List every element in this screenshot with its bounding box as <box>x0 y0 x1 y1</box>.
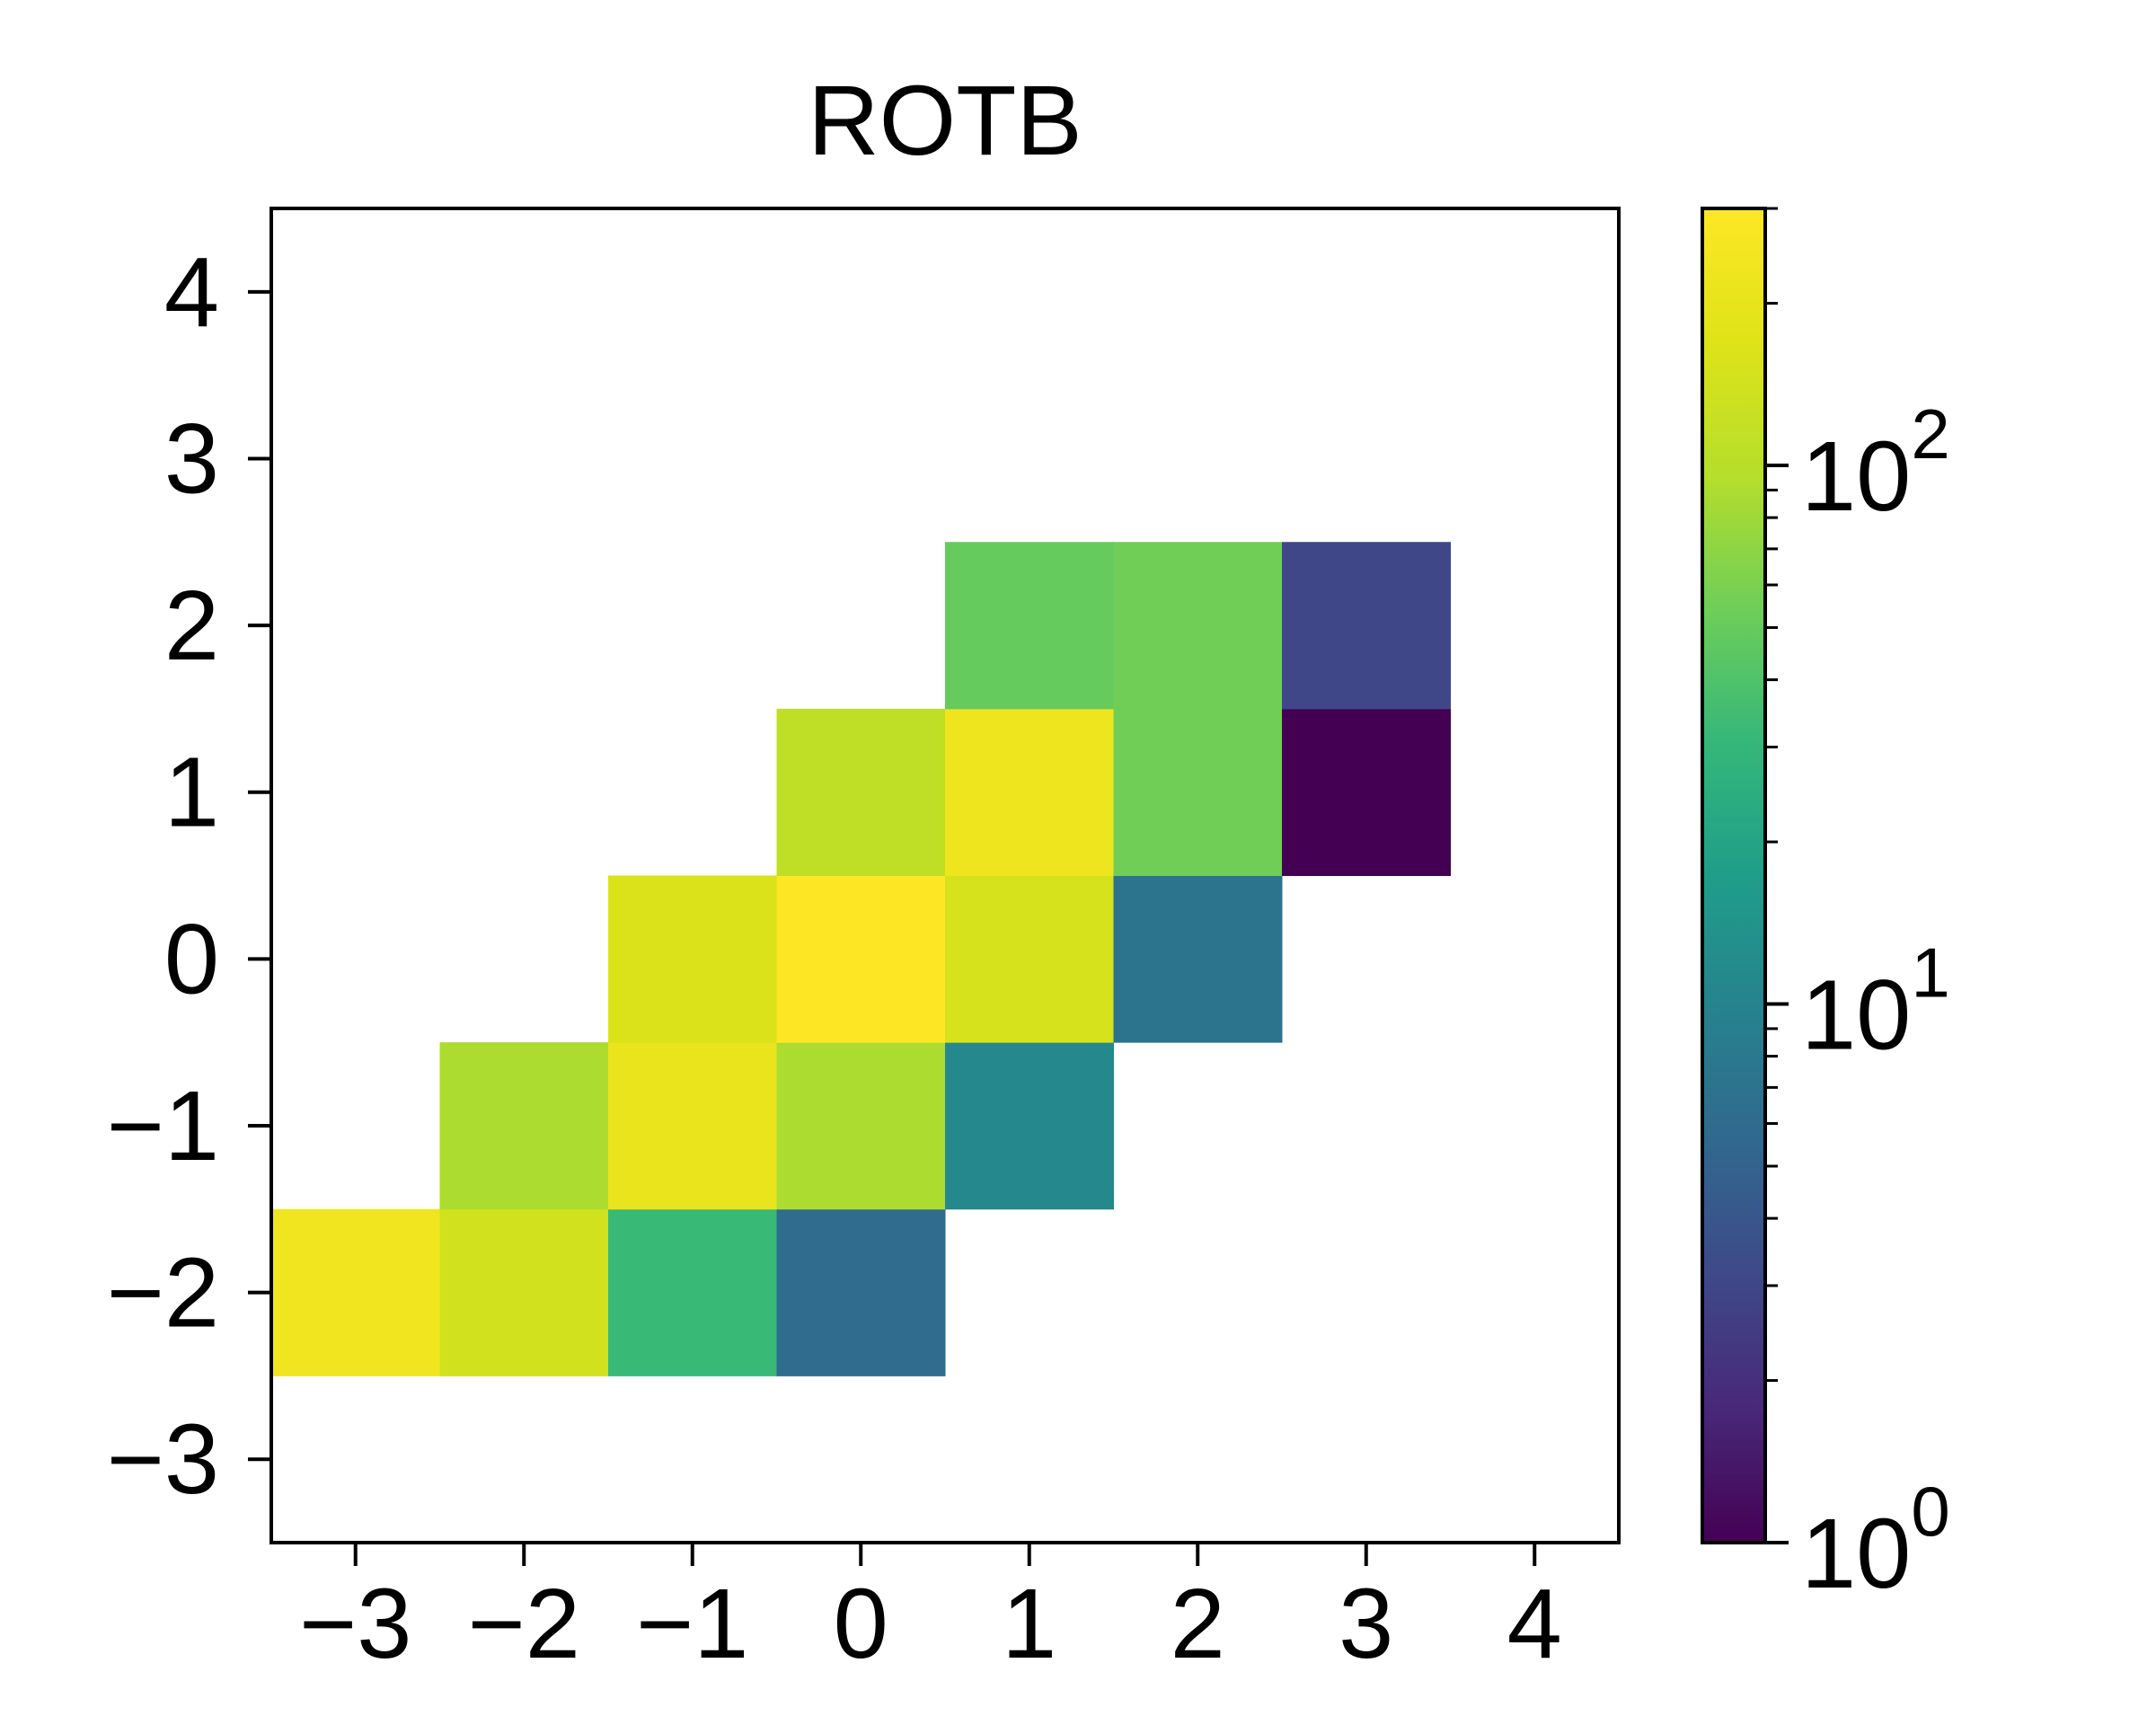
heatmap-cells <box>271 542 1451 1376</box>
heatmap-cell <box>776 875 946 1043</box>
heatmap-cell <box>1113 875 1283 1043</box>
y-tick-label: −1 <box>107 1071 219 1181</box>
colorbar-ticks <box>1765 207 1789 1544</box>
heatmap-cell <box>439 1042 609 1210</box>
x-tick-label: 3 <box>1339 1569 1393 1679</box>
plot-frame <box>270 207 1621 1544</box>
colorbar-tick-label: 102 <box>1801 394 1950 532</box>
colorbar-frame <box>1701 207 1767 1544</box>
x-tick-label: 1 <box>1002 1569 1056 1679</box>
x-tick-label: −2 <box>468 1569 580 1679</box>
heatmap-cell <box>608 1042 777 1210</box>
heatmap-cell <box>271 1208 440 1376</box>
x-tick-label: −1 <box>636 1569 748 1679</box>
heatmap-cell <box>776 1042 946 1210</box>
x-tick-label: 4 <box>1507 1569 1562 1679</box>
y-tick-label: 1 <box>164 738 219 848</box>
y-tick-label: −2 <box>107 1238 219 1349</box>
y-tick-label: 0 <box>164 904 219 1014</box>
heatmap-cell <box>776 708 946 876</box>
x-tick-label: −3 <box>299 1569 411 1679</box>
heatmap-cell <box>945 708 1114 876</box>
heatmap-cell <box>1113 708 1283 876</box>
chart-title: ROTB <box>808 66 1082 176</box>
heatmap-cell <box>1113 542 1283 710</box>
heatmap-cell <box>776 1208 946 1376</box>
heatmap-cell <box>608 875 777 1043</box>
colorbar: 100 101 102 <box>1701 207 1950 1609</box>
x-tick-label: 0 <box>834 1569 888 1679</box>
colorbar-tick-label: 100 <box>1801 1472 1950 1609</box>
colorbar-labels: 100 101 102 <box>1801 394 1950 1609</box>
colorbar-gradient <box>1702 208 1765 1543</box>
x-tick-label: 2 <box>1171 1569 1225 1679</box>
x-axis: −3 −2 −1 0 1 2 3 4 <box>299 1543 1562 1679</box>
y-tick-label: −3 <box>107 1404 219 1515</box>
y-tick-label: 4 <box>164 237 219 348</box>
y-tick-label: 2 <box>164 571 219 681</box>
heatmap-cell <box>1282 708 1451 876</box>
heatmap-cell <box>439 1208 609 1376</box>
colorbar-tick-label: 101 <box>1801 933 1950 1071</box>
heatmap-cell <box>945 875 1114 1043</box>
heatmap-cell <box>1282 542 1451 710</box>
y-tick-label: 3 <box>164 403 219 514</box>
heatmap-cell <box>608 1208 777 1376</box>
heatmap-cell <box>945 1042 1114 1210</box>
y-axis: −3 −2 −1 0 1 2 3 4 <box>107 237 271 1515</box>
heatmap-cell <box>945 542 1114 710</box>
